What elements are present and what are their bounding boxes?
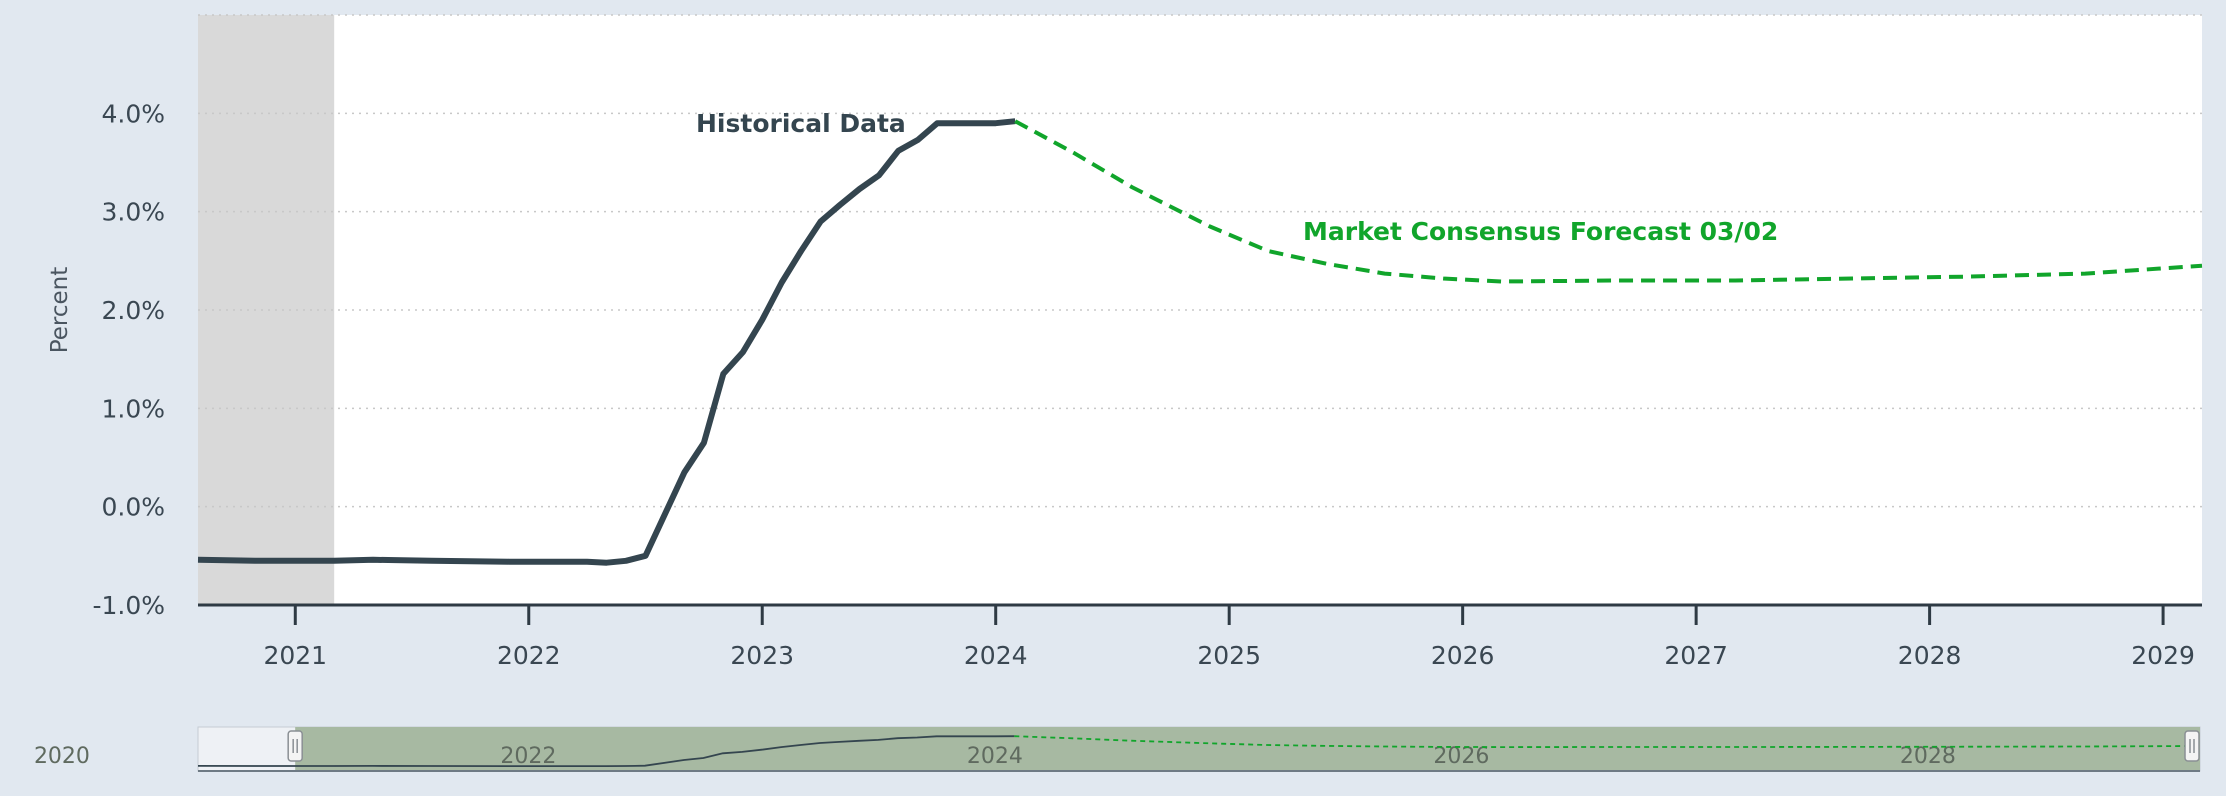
navigator-right-handle[interactable] bbox=[2184, 730, 2200, 762]
historical-data-label: Historical Data bbox=[696, 109, 906, 138]
x-tick-label: 2021 bbox=[263, 641, 327, 670]
navigator-tick-label: 2022 bbox=[500, 744, 556, 769]
y-tick-label: 2.0% bbox=[101, 296, 165, 325]
x-tick-label: 2026 bbox=[1431, 641, 1495, 670]
forecast-label: Market Consensus Forecast 03/02 bbox=[1303, 217, 1778, 246]
y-axis-title: Percent bbox=[47, 267, 73, 354]
y-tick-label: -1.0% bbox=[92, 591, 165, 620]
x-tick-label: 2028 bbox=[1898, 641, 1962, 670]
navigator-left-handle[interactable] bbox=[287, 730, 303, 762]
historical-data-line bbox=[197, 118, 1016, 566]
navigator-tick-label: 2028 bbox=[1900, 744, 1956, 769]
navigator-selection[interactable] bbox=[295, 727, 2201, 771]
y-tick-label: 4.0% bbox=[101, 99, 165, 128]
x-tick-label: 2027 bbox=[1664, 641, 1728, 670]
navigator-tick-label: 2020 bbox=[34, 744, 90, 769]
y-tick-label: 0.0% bbox=[101, 493, 165, 522]
navigator-tick-label: 2024 bbox=[967, 744, 1023, 769]
shaded-region bbox=[198, 15, 335, 605]
y-tick-label: 3.0% bbox=[101, 198, 165, 227]
navigator-tick-label: 2026 bbox=[1433, 744, 1489, 769]
x-tick-label: 2024 bbox=[964, 641, 1028, 670]
range-navigator[interactable]: 2020 2022 2024 2026 2028 bbox=[34, 726, 2201, 772]
x-tick-label: 2023 bbox=[730, 641, 794, 670]
x-tick-label: 2025 bbox=[1197, 641, 1261, 670]
navigator-forecast-line bbox=[1014, 735, 2201, 749]
forecast-line bbox=[1014, 119, 2203, 284]
handle-body[interactable] bbox=[2184, 730, 2200, 762]
handle-body[interactable] bbox=[287, 730, 303, 762]
x-tick-label: 2022 bbox=[497, 641, 561, 670]
navigator-historical-line bbox=[197, 735, 1015, 767]
y-tick-label: 1.0% bbox=[101, 394, 165, 423]
x-tick-label: 2029 bbox=[2131, 641, 2195, 670]
